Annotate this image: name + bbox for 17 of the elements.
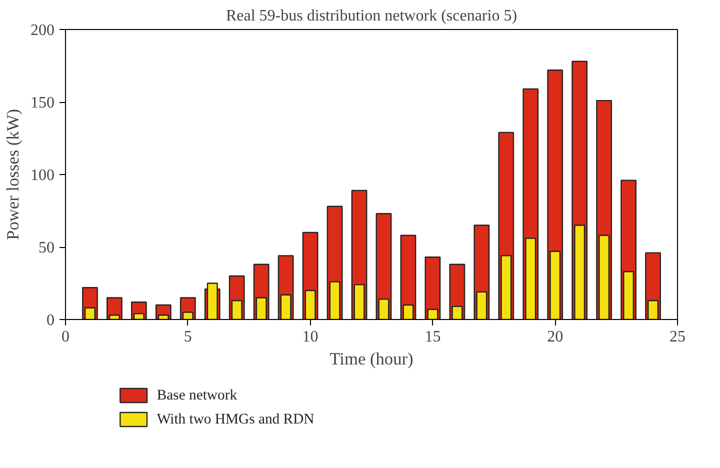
y-tick-label: 0: [46, 312, 54, 329]
y-tick-label: 100: [30, 167, 54, 184]
y-tick-label: 200: [30, 22, 54, 39]
bar: [206, 282, 218, 320]
x-axis-title: Time (hour): [330, 350, 414, 368]
x-tick-label: 0: [62, 328, 70, 346]
x-tick-label: 15: [424, 328, 441, 346]
x-tick-label: 5: [184, 328, 192, 346]
x-tick-label: 25: [670, 328, 686, 346]
chart-title: Real 59-bus distribution network (scenario 5): [226, 8, 518, 24]
y-tick-label: 50: [38, 240, 54, 256]
y-axis-title: Power losses (kW): [4, 108, 22, 240]
x-tick-label: 20: [547, 328, 564, 346]
legend-label: With two HMGs and RDN: [156, 412, 315, 428]
y-tick-label: 150: [30, 94, 54, 112]
x-tick-label: 10: [302, 328, 318, 346]
legend-label: Base network: [156, 388, 238, 404]
